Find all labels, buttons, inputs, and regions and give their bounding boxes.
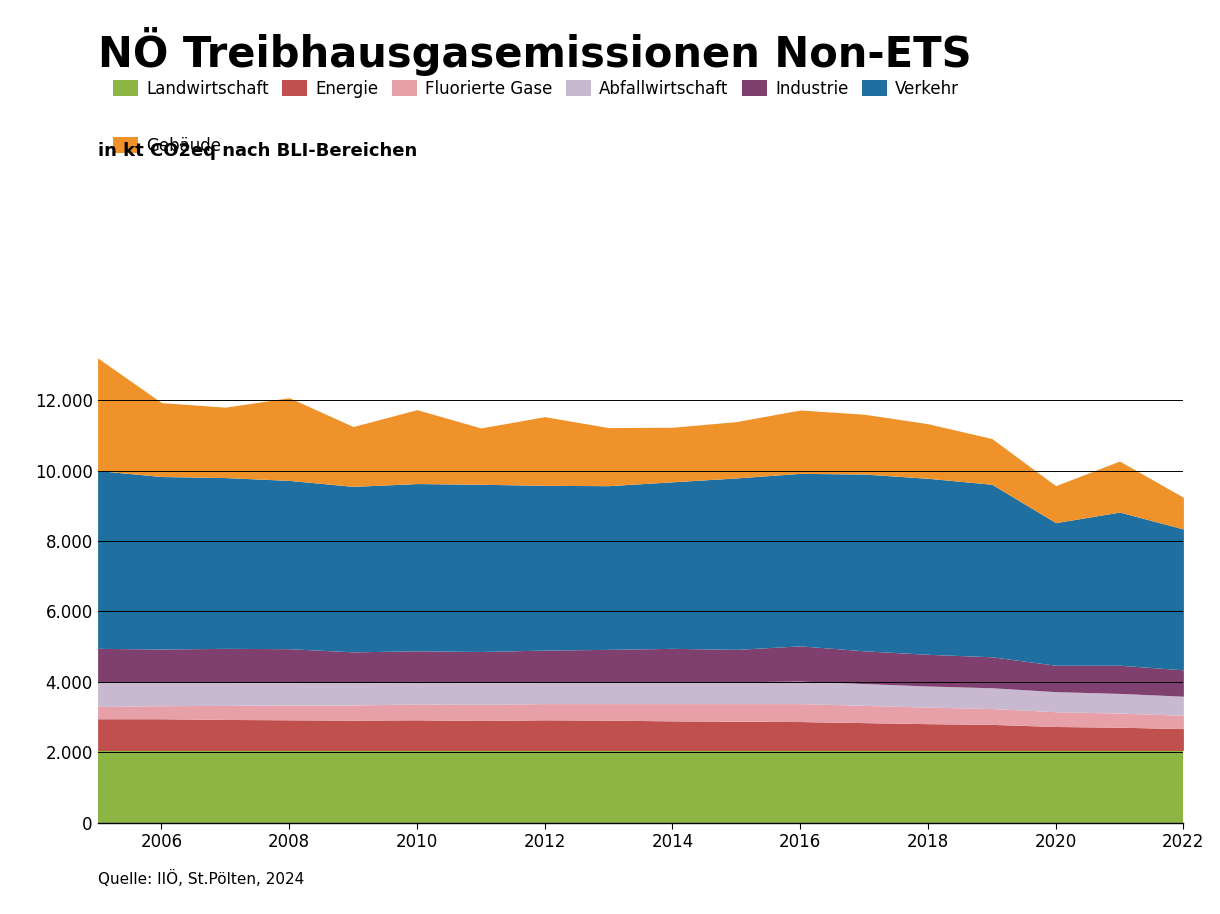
- Text: Quelle: IIÖ, St.Pölten, 2024: Quelle: IIÖ, St.Pölten, 2024: [98, 869, 304, 887]
- Text: NÖ Treibhausgasemissionen Non-ETS: NÖ Treibhausgasemissionen Non-ETS: [98, 27, 971, 77]
- Legend: Gebäude: Gebäude: [106, 130, 228, 161]
- Text: in kt CO2eq nach BLI-Bereichen: in kt CO2eq nach BLI-Bereichen: [98, 142, 417, 160]
